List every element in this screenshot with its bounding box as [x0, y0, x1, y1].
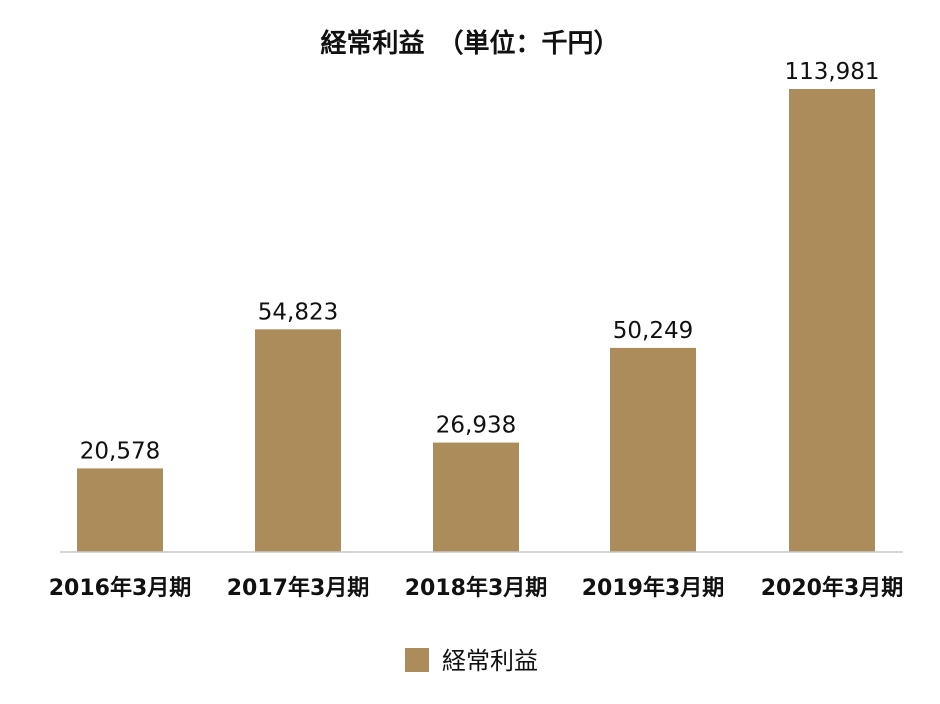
bar-value-label: 26,938	[436, 413, 516, 439]
legend-swatch	[405, 648, 429, 672]
bar	[77, 468, 163, 552]
value-labels-group: 20,578 54,823 26,938 50,249 113,981	[80, 59, 880, 464]
legend: 経常利益	[405, 647, 538, 675]
chart-title: 経常利益 （単位：千円）	[320, 28, 619, 59]
category-label: 2019年3月期	[582, 575, 725, 601]
category-label: 2018年3月期	[405, 575, 548, 601]
bar	[255, 329, 341, 552]
category-label: 2016年3月期	[49, 575, 192, 601]
category-label: 2020年3月期	[761, 575, 904, 601]
bar-value-label: 113,981	[784, 59, 879, 85]
category-label: 2017年3月期	[227, 575, 370, 601]
bar	[610, 347, 696, 552]
bar	[789, 89, 875, 552]
bars-group	[77, 89, 875, 552]
bar-value-label: 50,249	[613, 318, 693, 344]
legend-label: 経常利益	[442, 647, 538, 675]
bar-value-label: 54,823	[258, 299, 338, 325]
bar-value-label: 20,578	[80, 438, 160, 464]
category-labels-group: 2016年3月期 2017年3月期 2018年3月期 2019年3月期 2020年3月期	[49, 575, 904, 601]
bar	[433, 442, 519, 552]
